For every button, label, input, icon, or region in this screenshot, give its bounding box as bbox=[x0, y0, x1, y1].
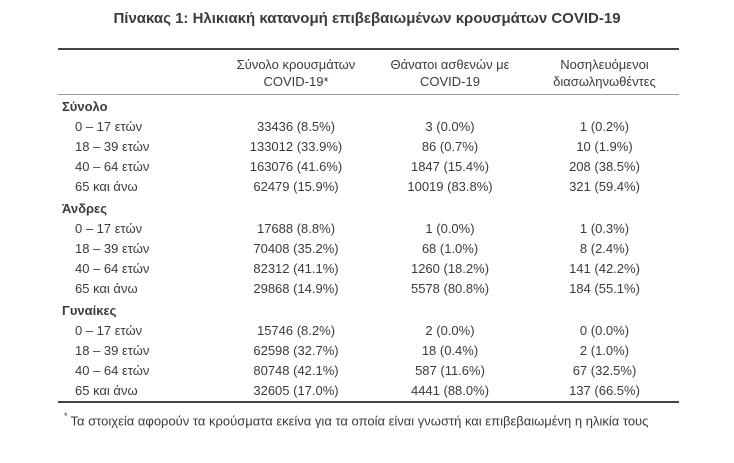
deaths-cell: 1847 (15.4%) bbox=[410, 159, 490, 174]
section-row-total: Σύνολο bbox=[58, 95, 679, 118]
header-deaths-line2: COVID-19 bbox=[420, 74, 480, 89]
section-label-women: Γυναίκες bbox=[62, 303, 117, 318]
cases-cell: 29868 (14.9%) bbox=[253, 281, 339, 296]
cases-cell: 62479 (15.9%) bbox=[253, 179, 339, 194]
header-intubated-line2: διασωληνωθέντες bbox=[553, 74, 656, 89]
deaths-cell: 2 (0.0%) bbox=[425, 323, 475, 338]
footnote-asterisk: * bbox=[64, 411, 68, 421]
intubated-cell: 0 (0.0%) bbox=[579, 323, 630, 338]
age-cell: 18 – 39 ετών bbox=[75, 343, 150, 358]
header-intubated-line1: Νοσηλευόμενοι bbox=[560, 57, 649, 72]
section-row-men: Άνδρες bbox=[58, 197, 679, 219]
cases-cell: 163076 (41.6%) bbox=[249, 159, 343, 174]
deaths-cell: 10019 (83.8%) bbox=[407, 179, 493, 194]
deaths-cell: 3 (0.0%) bbox=[425, 119, 475, 134]
table-title: Πίνακας 1: Ηλικιακή κατανομή επιβεβαιωμέ… bbox=[113, 10, 621, 27]
table-row: 0 – 17 ετών 17688 (8.8%) 1 (0.0%) 1 (0.3… bbox=[58, 219, 679, 239]
deaths-cell: 587 (11.6%) bbox=[415, 363, 485, 378]
header-row: Σύνολο κρουσμάτων COVID-19* Θάνατοι ασθε… bbox=[58, 49, 679, 95]
table-row: 65 και άνω 62479 (15.9%) 10019 (83.8%) 3… bbox=[58, 177, 679, 197]
age-cell: 65 και άνω bbox=[75, 383, 138, 398]
intubated-cell: 8 (2.4%) bbox=[579, 241, 630, 256]
intubated-cell: 1 (0.2%) bbox=[579, 119, 630, 134]
deaths-cell: 1 (0.0%) bbox=[425, 221, 475, 236]
age-cell: 40 – 64 ετών bbox=[75, 159, 150, 174]
intubated-cell: 321 (59.4%) bbox=[569, 179, 640, 194]
cases-cell: 17688 (8.8%) bbox=[256, 221, 336, 236]
table-row: 18 – 39 ετών 62598 (32.7%) 18 (0.4%) 2 (… bbox=[58, 341, 679, 361]
covid-age-distribution-table: Σύνολο κρουσμάτων COVID-19* Θάνατοι ασθε… bbox=[58, 48, 679, 403]
table-row: 18 – 39 ετών 70408 (35.2%) 68 (1.0%) 8 (… bbox=[58, 239, 679, 259]
footnote-text: Τα στοιχεία αφορούν τα κρούσματα εκείνα … bbox=[70, 413, 649, 429]
table-row: 40 – 64 ετών 82312 (41.1%) 1260 (18.2%) … bbox=[58, 259, 679, 279]
intubated-cell: 67 (32.5%) bbox=[572, 363, 637, 378]
table-row: 65 και άνω 32605 (17.0%) 4441 (88.0%) 13… bbox=[58, 381, 679, 402]
cases-cell: 15746 (8.2%) bbox=[256, 323, 336, 338]
cases-cell: 62598 (32.7%) bbox=[253, 343, 339, 358]
age-cell: 0 – 17 ετών bbox=[75, 323, 143, 338]
intubated-cell: 208 (38.5%) bbox=[569, 159, 640, 174]
cases-cell: 82312 (41.1%) bbox=[253, 261, 339, 276]
age-cell: 40 – 64 ετών bbox=[75, 363, 150, 378]
intubated-cell: 2 (1.0%) bbox=[579, 343, 630, 358]
cases-cell: 80748 (42.1%) bbox=[253, 363, 339, 378]
header-deaths-line1: Θάνατοι ασθενών με bbox=[390, 57, 510, 72]
header-total-cases: Σύνολο κρουσμάτων COVID-19* bbox=[212, 49, 380, 95]
cases-cell: 32605 (17.0%) bbox=[253, 383, 339, 398]
header-total-cases-line1: Σύνολο κρουσμάτων bbox=[236, 57, 356, 72]
deaths-cell: 1260 (18.2%) bbox=[410, 261, 490, 276]
deaths-cell: 18 (0.4%) bbox=[421, 343, 479, 358]
intubated-cell: 184 (55.1%) bbox=[569, 281, 640, 296]
deaths-cell: 68 (1.0%) bbox=[421, 241, 479, 256]
age-cell: 0 – 17 ετών bbox=[75, 119, 143, 134]
deaths-cell: 5578 (80.8%) bbox=[410, 281, 490, 296]
cases-cell: 133012 (33.9%) bbox=[249, 139, 343, 154]
age-cell: 40 – 64 ετών bbox=[75, 261, 150, 276]
intubated-cell: 1 (0.3%) bbox=[579, 221, 630, 236]
section-label-total: Σύνολο bbox=[62, 99, 108, 114]
footnote: * Τα στοιχεία αφορούν τα κρούσματα εκείνα… bbox=[64, 410, 734, 428]
header-total-cases-line2: COVID-19* bbox=[263, 74, 329, 89]
age-cell: 18 – 39 ετών bbox=[75, 139, 150, 154]
age-cell: 65 και άνω bbox=[75, 179, 138, 194]
intubated-cell: 10 (1.9%) bbox=[576, 139, 633, 154]
header-deaths: Θάνατοι ασθενών με COVID-19 bbox=[380, 49, 520, 95]
table-row: 65 και άνω 29868 (14.9%) 5578 (80.8%) 18… bbox=[58, 279, 679, 299]
table-row: 0 – 17 ετών 15746 (8.2%) 2 (0.0%) 0 (0.0… bbox=[58, 321, 679, 341]
table-row: 18 – 39 ετών 133012 (33.9%) 86 (0.7%) 10… bbox=[58, 137, 679, 157]
header-intubated: Νοσηλευόμενοι διασωληνωθέντες bbox=[520, 49, 679, 95]
cases-cell: 33436 (8.5%) bbox=[256, 119, 336, 134]
table-row: 40 – 64 ετών 80748 (42.1%) 587 (11.6%) 6… bbox=[58, 361, 679, 381]
section-label-men: Άνδρες bbox=[62, 201, 107, 216]
intubated-cell: 141 (42.2%) bbox=[569, 261, 640, 276]
table-row: 0 – 17 ετών 33436 (8.5%) 3 (0.0%) 1 (0.2… bbox=[58, 117, 679, 137]
age-cell: 18 – 39 ετών bbox=[75, 241, 150, 256]
cases-cell: 70408 (35.2%) bbox=[253, 241, 339, 256]
table-row: 40 – 64 ετών 163076 (41.6%) 1847 (15.4%)… bbox=[58, 157, 679, 177]
age-cell: 0 – 17 ετών bbox=[75, 221, 143, 236]
header-empty-cell bbox=[58, 49, 212, 95]
intubated-cell: 137 (66.5%) bbox=[569, 383, 640, 398]
deaths-cell: 86 (0.7%) bbox=[421, 139, 479, 154]
section-row-women: Γυναίκες bbox=[58, 299, 679, 321]
age-cell: 65 και άνω bbox=[75, 281, 138, 296]
deaths-cell: 4441 (88.0%) bbox=[410, 383, 490, 398]
